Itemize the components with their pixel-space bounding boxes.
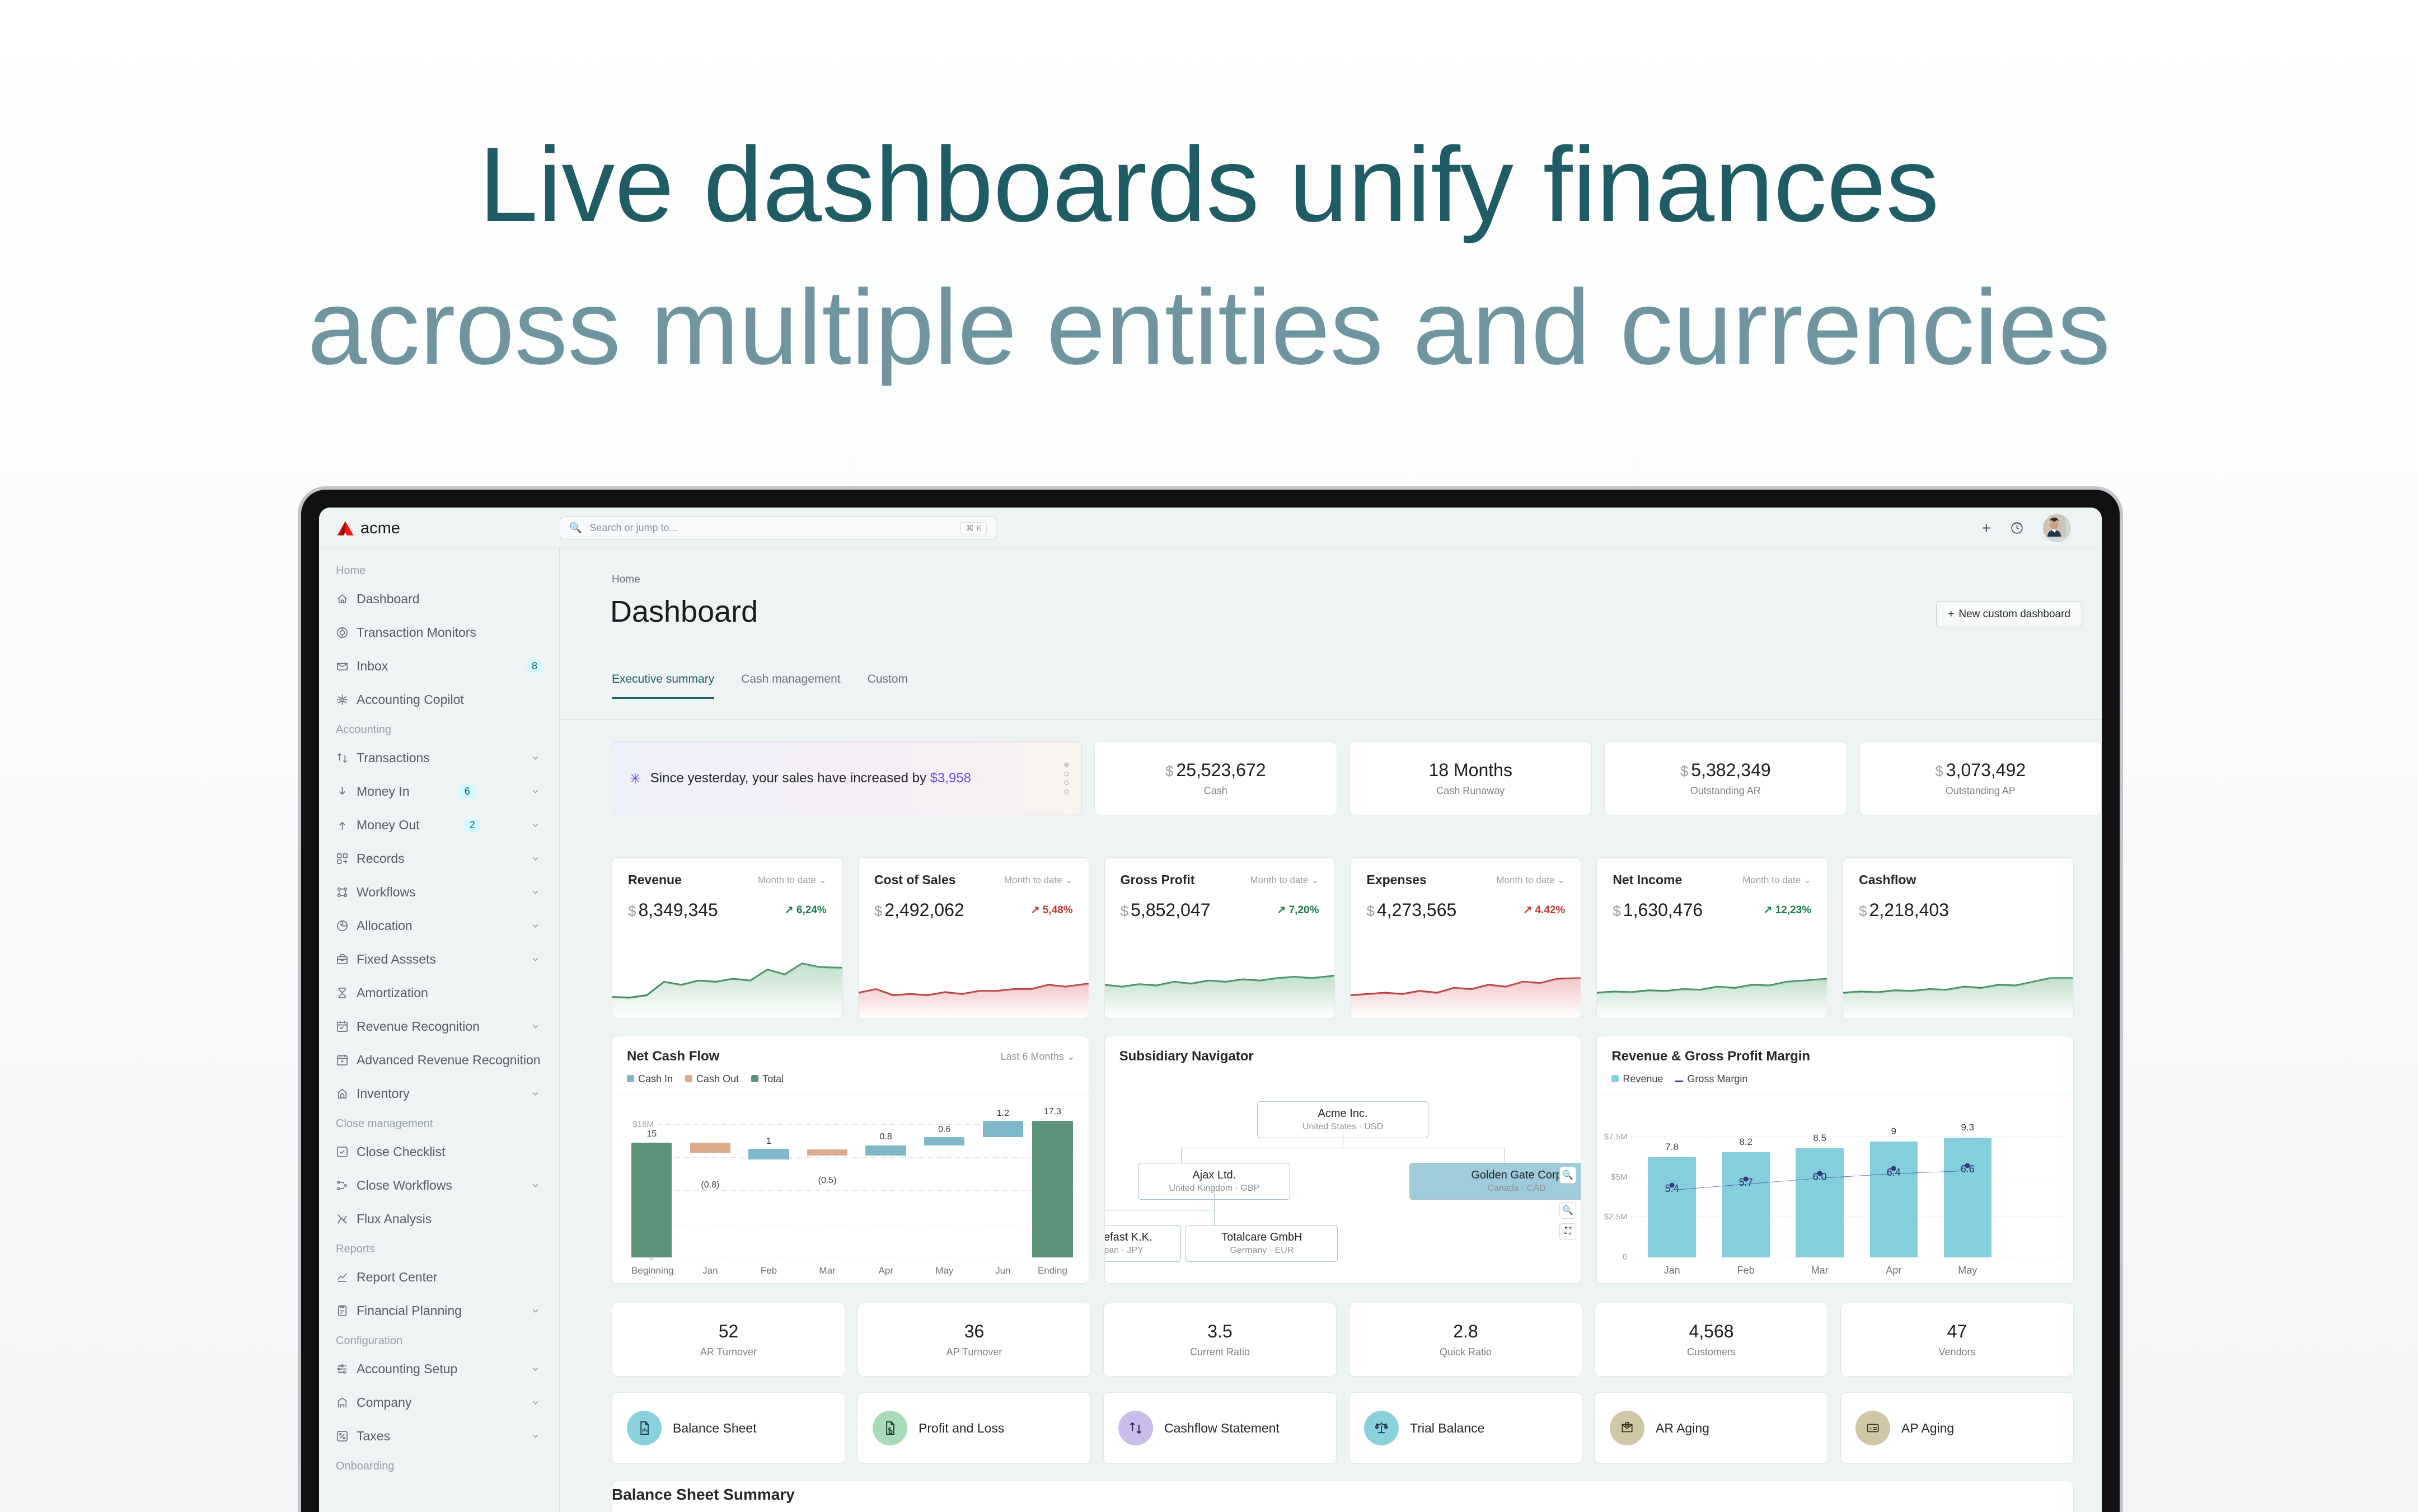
svg-text:$: $ <box>1626 1424 1628 1427</box>
svg-text:$: $ <box>1869 1427 1872 1430</box>
